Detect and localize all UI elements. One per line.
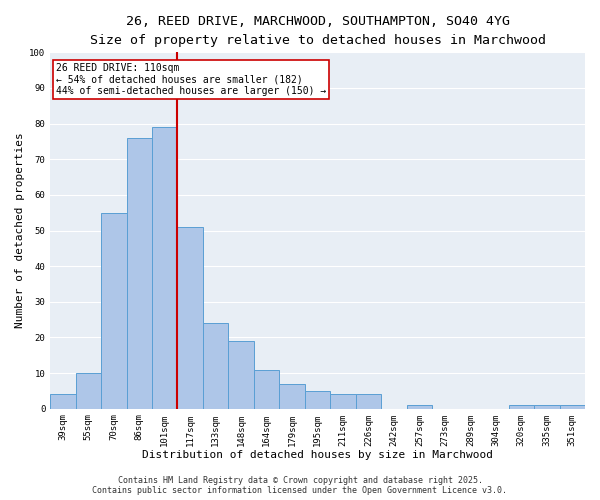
Bar bbox=[560, 405, 585, 408]
Title: 26, REED DRIVE, MARCHWOOD, SOUTHAMPTON, SO40 4YG
Size of property relative to de: 26, REED DRIVE, MARCHWOOD, SOUTHAMPTON, … bbox=[89, 15, 545, 47]
Bar bbox=[203, 323, 229, 408]
Y-axis label: Number of detached properties: Number of detached properties bbox=[15, 132, 25, 328]
Bar bbox=[280, 384, 305, 408]
Bar bbox=[305, 391, 331, 408]
Bar bbox=[127, 138, 152, 408]
Bar bbox=[229, 341, 254, 408]
Bar bbox=[152, 127, 178, 408]
Text: 26 REED DRIVE: 110sqm
← 54% of detached houses are smaller (182)
44% of semi-det: 26 REED DRIVE: 110sqm ← 54% of detached … bbox=[56, 63, 326, 96]
Text: Contains HM Land Registry data © Crown copyright and database right 2025.
Contai: Contains HM Land Registry data © Crown c… bbox=[92, 476, 508, 495]
Bar bbox=[76, 373, 101, 408]
X-axis label: Distribution of detached houses by size in Marchwood: Distribution of detached houses by size … bbox=[142, 450, 493, 460]
Bar bbox=[407, 405, 432, 408]
Bar bbox=[331, 394, 356, 408]
Bar bbox=[178, 227, 203, 408]
Bar bbox=[50, 394, 76, 408]
Bar bbox=[356, 394, 381, 408]
Bar bbox=[509, 405, 534, 408]
Bar bbox=[534, 405, 560, 408]
Bar bbox=[101, 212, 127, 408]
Bar bbox=[254, 370, 280, 408]
